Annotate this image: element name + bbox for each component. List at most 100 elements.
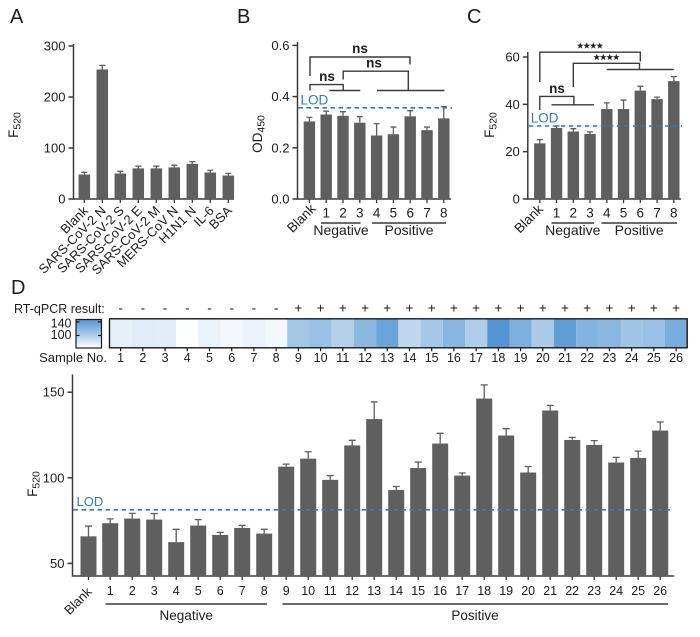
- svg-text:2: 2: [570, 206, 578, 221]
- svg-text:21: 21: [543, 584, 557, 598]
- svg-text:22: 22: [565, 584, 579, 598]
- svg-text:8: 8: [273, 351, 280, 365]
- svg-text:1: 1: [322, 206, 330, 221]
- svg-text:26: 26: [653, 584, 667, 598]
- svg-text:7: 7: [423, 206, 431, 221]
- svg-text:11: 11: [324, 584, 337, 598]
- svg-text:25: 25: [647, 351, 661, 365]
- svg-text:13: 13: [367, 584, 381, 598]
- svg-text:+: +: [383, 301, 391, 316]
- svg-text:5: 5: [390, 206, 398, 221]
- svg-text:18: 18: [491, 351, 505, 365]
- svg-text:23: 23: [602, 351, 616, 365]
- svg-text:20: 20: [521, 584, 535, 598]
- svg-text:22: 22: [580, 351, 594, 365]
- svg-text:Negative: Negative: [545, 222, 600, 238]
- svg-text:ns: ns: [352, 41, 368, 56]
- svg-text:+: +: [450, 301, 458, 316]
- svg-text:+: +: [472, 301, 480, 316]
- svg-text:7: 7: [653, 206, 661, 221]
- svg-text:1: 1: [117, 351, 124, 365]
- svg-text:40: 40: [505, 97, 519, 112]
- svg-text:25: 25: [631, 584, 645, 598]
- svg-text:11: 11: [336, 351, 349, 365]
- svg-text:-: -: [274, 301, 279, 316]
- svg-text:+: +: [650, 301, 658, 316]
- svg-text:ns: ns: [366, 56, 382, 71]
- svg-text:6: 6: [637, 206, 645, 221]
- svg-text:Positive: Positive: [451, 608, 498, 623]
- svg-text:8: 8: [261, 584, 268, 598]
- svg-text:24: 24: [625, 351, 639, 365]
- svg-text:18: 18: [477, 584, 491, 598]
- svg-text:0.0: 0.0: [271, 192, 289, 207]
- svg-text:10: 10: [314, 351, 328, 365]
- svg-text:100: 100: [51, 328, 72, 342]
- svg-text:20: 20: [536, 351, 550, 365]
- svg-text:6: 6: [217, 584, 224, 598]
- svg-text:0.6: 0.6: [271, 38, 289, 53]
- svg-text:+: +: [561, 301, 569, 316]
- svg-text:-: -: [118, 301, 123, 316]
- svg-text:6: 6: [406, 206, 414, 221]
- svg-text:3: 3: [162, 351, 169, 365]
- svg-text:15: 15: [425, 351, 439, 365]
- svg-text:+: +: [361, 301, 369, 316]
- svg-text:+: +: [406, 301, 414, 316]
- svg-text:Positive: Positive: [615, 222, 664, 238]
- svg-text:14: 14: [389, 584, 403, 598]
- svg-text:100: 100: [44, 141, 66, 156]
- svg-text:ns: ns: [319, 69, 335, 84]
- svg-text:23: 23: [587, 584, 601, 598]
- svg-text:+: +: [517, 301, 525, 316]
- svg-text:300: 300: [44, 39, 66, 54]
- svg-text:Sample No.: Sample No.: [39, 350, 107, 365]
- svg-text:1: 1: [553, 206, 561, 221]
- svg-text:20: 20: [505, 144, 519, 159]
- svg-text:200: 200: [44, 90, 66, 105]
- svg-text:19: 19: [499, 584, 513, 598]
- svg-text:-: -: [163, 301, 168, 316]
- svg-text:Negative: Negative: [160, 608, 213, 623]
- svg-text:26: 26: [669, 351, 683, 365]
- svg-text:140: 140: [51, 317, 72, 331]
- svg-text:+: +: [672, 301, 680, 316]
- svg-text:7: 7: [239, 584, 246, 598]
- svg-text:0.2: 0.2: [271, 140, 289, 155]
- svg-text:5: 5: [620, 206, 628, 221]
- svg-text:150: 150: [43, 385, 65, 400]
- svg-text:LOD: LOD: [77, 494, 104, 509]
- svg-text:A: A: [10, 6, 24, 28]
- svg-text:LOD: LOD: [301, 93, 329, 108]
- svg-text:-: -: [252, 301, 257, 316]
- svg-text:12: 12: [358, 351, 372, 365]
- svg-text:+: +: [628, 301, 636, 316]
- svg-text:F520: F520: [25, 471, 43, 497]
- svg-text:D: D: [11, 277, 25, 299]
- svg-text:10: 10: [301, 584, 315, 598]
- svg-text:+: +: [605, 301, 613, 316]
- svg-text:8: 8: [670, 206, 678, 221]
- svg-text:3: 3: [151, 584, 158, 598]
- svg-text:6: 6: [228, 351, 235, 365]
- svg-text:17: 17: [469, 351, 483, 365]
- svg-text:5: 5: [195, 584, 202, 598]
- svg-text:9: 9: [283, 584, 290, 598]
- svg-text:LOD: LOD: [531, 111, 559, 126]
- svg-text:B: B: [237, 6, 250, 28]
- svg-text:4: 4: [603, 206, 611, 221]
- svg-text:2: 2: [139, 351, 146, 365]
- svg-text:Negative: Negative: [313, 222, 368, 238]
- svg-text:2: 2: [339, 206, 347, 221]
- svg-text:15: 15: [411, 584, 425, 598]
- svg-text:2: 2: [129, 584, 136, 598]
- svg-text:Positive: Positive: [384, 222, 433, 238]
- svg-text:+: +: [339, 301, 347, 316]
- svg-text:4: 4: [173, 584, 180, 598]
- svg-text:1: 1: [107, 584, 114, 598]
- svg-text:3: 3: [356, 206, 364, 221]
- svg-text:-: -: [229, 301, 234, 316]
- svg-text:8: 8: [440, 206, 448, 221]
- svg-text:+: +: [428, 301, 436, 316]
- svg-text:0: 0: [58, 192, 65, 207]
